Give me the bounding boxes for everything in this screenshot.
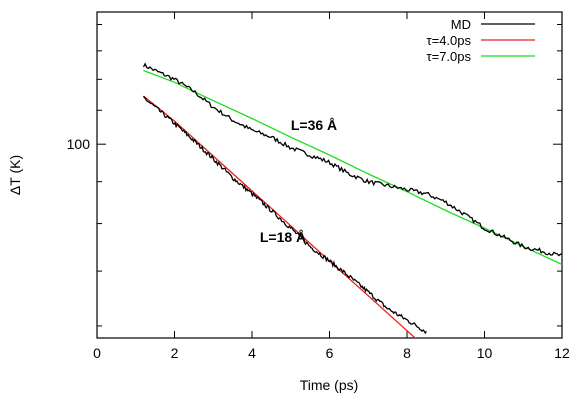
annotation-label: L=36 Å: [291, 117, 337, 133]
x-tick-label: 2: [171, 345, 179, 361]
ticks-layer: 0 2 4 6 8 10 12 100: [67, 12, 570, 361]
x-tick-label: 10: [477, 345, 493, 361]
x-axis-label: Time (ps): [300, 377, 359, 393]
y-tick-label: 100: [67, 136, 91, 152]
legend-label: τ=7.0ps: [426, 49, 471, 64]
annotation-label: L=18 Å: [260, 229, 306, 245]
series-layer: [142, 62, 562, 338]
x-tick-label: 0: [93, 345, 101, 361]
x-tick-label: 6: [326, 345, 334, 361]
plot-frame: [96, 11, 563, 339]
legend-label: MD: [451, 17, 471, 32]
series-line-0-1: [142, 95, 427, 335]
x-tick-label: 8: [403, 345, 411, 361]
x-tick-label: 12: [554, 345, 570, 361]
series-line-1-0: [143, 95, 417, 338]
x-tick-label: 4: [248, 345, 256, 361]
series-line-0-0: [142, 62, 562, 257]
legend-label: τ=4.0ps: [426, 33, 471, 48]
annotations-layer: L=36 Å L=18 Å: [260, 117, 337, 245]
y-axis-label: ΔT (K): [7, 155, 23, 195]
